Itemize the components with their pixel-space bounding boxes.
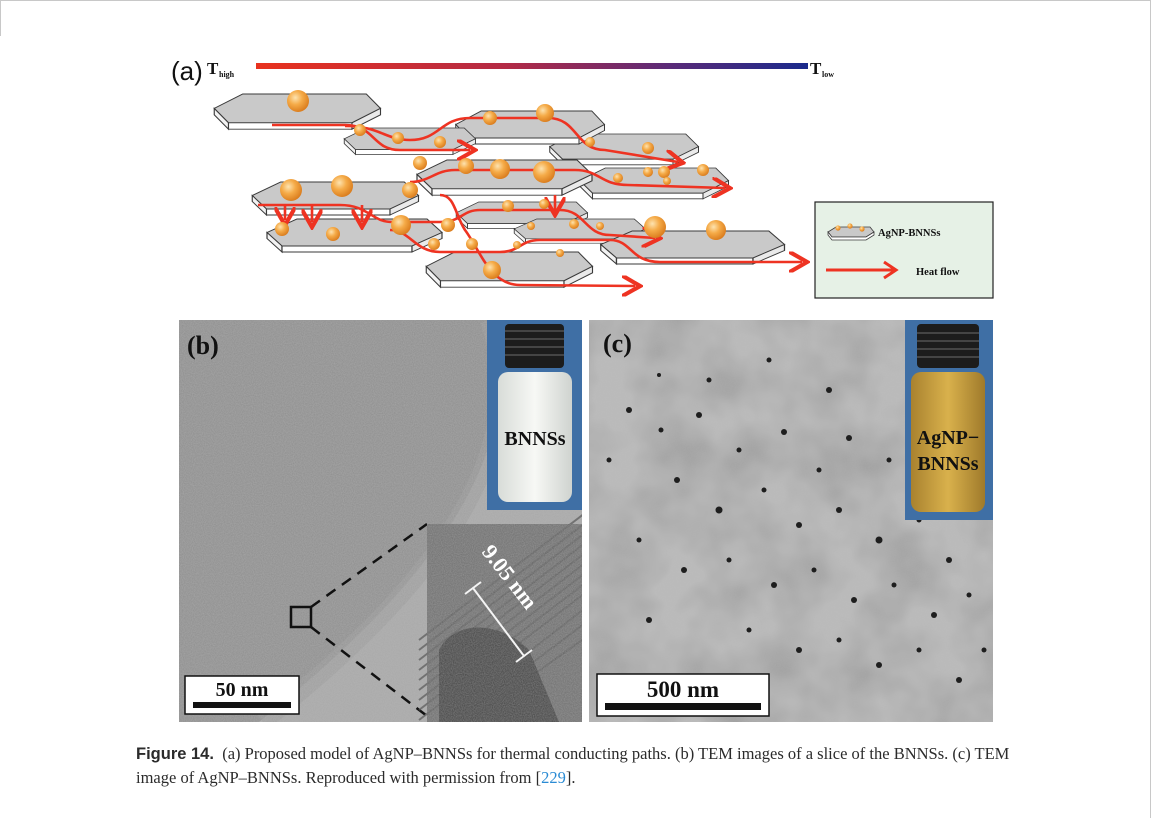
caption-text-3: ].: [565, 768, 576, 787]
panel-a-label: (a): [171, 56, 203, 86]
t-high-subscript: high: [219, 70, 235, 79]
panel-b-label: (b): [187, 331, 219, 360]
zoom-line-top: [310, 522, 428, 609]
ag-particle-dots: [606, 357, 987, 683]
agnp-bnnss-vial-photo: AgNP− BNNSs: [905, 320, 993, 520]
zoom-region-box: [289, 605, 313, 629]
panel-b-tem-image: (b) BNNSs: [179, 320, 582, 722]
heat-flow-paths: [258, 116, 802, 286]
reference-link[interactable]: 229: [541, 768, 566, 787]
temperature-gradient-bar: [256, 63, 808, 69]
svg-text:500 nm: 500 nm: [647, 677, 719, 702]
figure-14: (a) T high T low: [171, 56, 994, 722]
figure-number: Figure 14.: [136, 745, 214, 763]
caption-text-2: image of AgNP–BNNSs. Reproduced with per…: [136, 768, 542, 787]
figure-caption: Figure 14. (a) Proposed model of AgNP–BN…: [136, 742, 1126, 789]
ag-nanoparticles: [275, 90, 726, 279]
page-frame-left-edge: [0, 0, 1, 36]
caption-text-1: (a) Proposed model of AgNP–BNNSs for the…: [222, 744, 1010, 763]
legend-item-agnp-bnnss: AgNP-BNNSs: [878, 228, 940, 239]
zoom-line-bottom: [310, 626, 428, 717]
vial-label-line-1: AgNP−: [917, 427, 980, 449]
legend-item-heat-flow: Heat flow: [916, 267, 960, 278]
measure-line: [472, 587, 525, 657]
panel-c-scale-bar: 500 nm: [596, 673, 770, 717]
panel-b-scale-bar: 50 nm: [184, 675, 300, 715]
bnnss-vial-photo: BNNSs: [487, 320, 582, 510]
caption-line-1: Figure 14. (a) Proposed model of AgNP–BN…: [136, 742, 1126, 766]
panel-a-heat-flow-model: (a) T high T low: [171, 56, 994, 299]
legend-sheet-icon: [827, 226, 875, 238]
svg-text:50 nm: 50 nm: [216, 679, 269, 701]
panel-c-tem-image: (c) AgNP− BNNSs 500 nm: [589, 320, 993, 722]
t-low-subscript: low: [822, 70, 834, 79]
panel-c-label: (c): [603, 329, 632, 358]
vial-label-line-2: BNNSs: [917, 453, 978, 475]
panel-a-legend: AgNP-BNNSs Heat flow: [814, 201, 994, 299]
t-low-label: T: [810, 59, 822, 78]
caption-line-2: image of AgNP–BNNSs. Reproduced with per…: [136, 766, 1126, 789]
hrtem-inset: 9.05 nm: [418, 514, 582, 722]
vial-label-bnnss: BNNSs: [504, 428, 565, 450]
t-high-label: T: [207, 59, 219, 78]
